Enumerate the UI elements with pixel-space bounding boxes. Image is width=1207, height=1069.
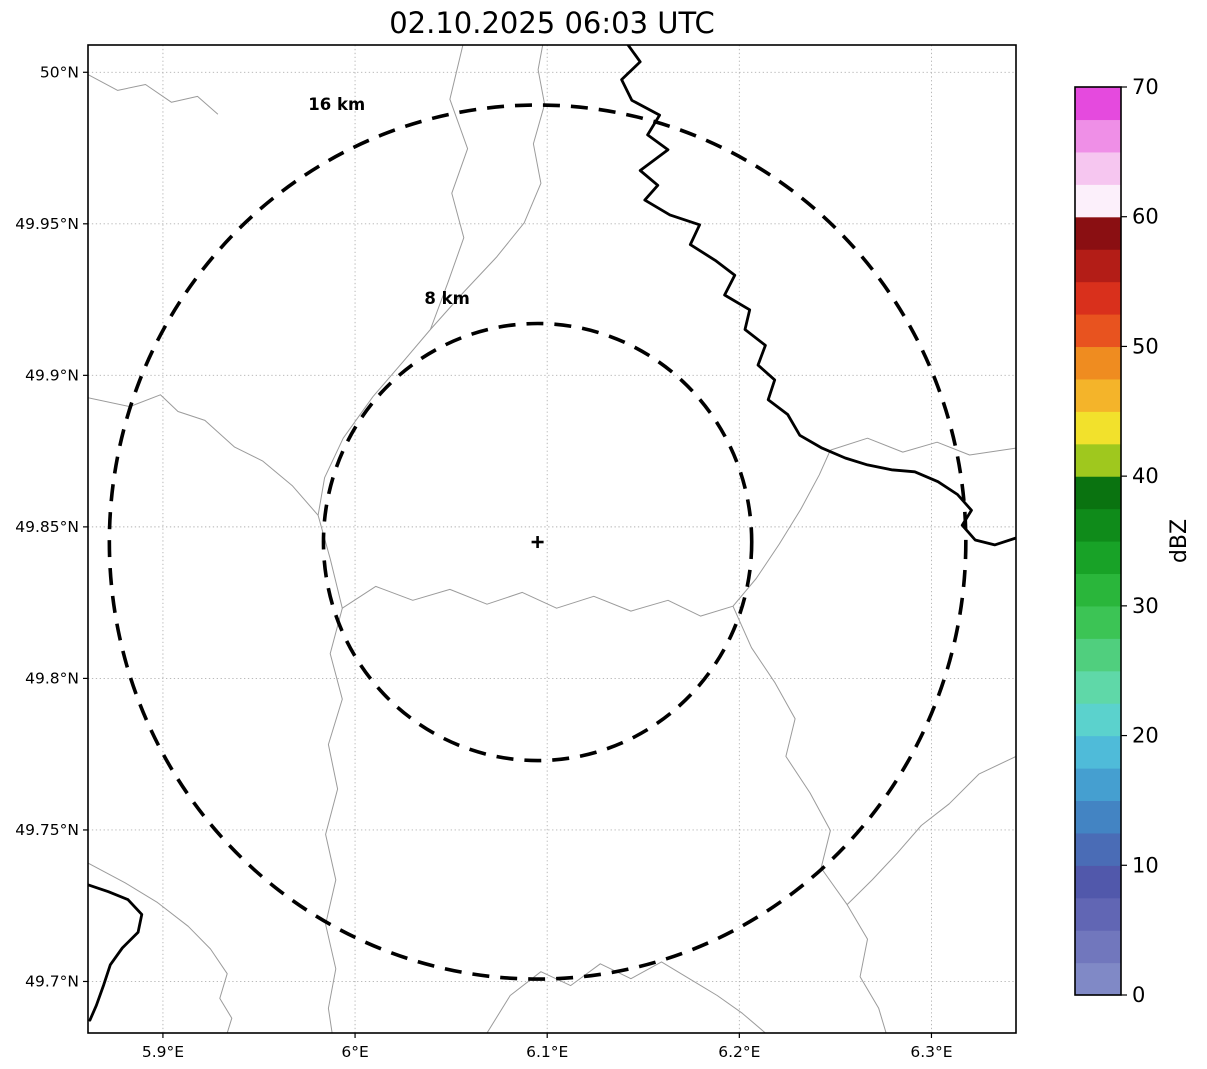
- colorbar-segment: [1075, 541, 1121, 575]
- admin-border-line: [88, 862, 233, 1033]
- colorbar-axis-label: dBZ: [1167, 519, 1192, 563]
- colorbar-segment: [1075, 411, 1121, 445]
- colorbar-segment: [1075, 508, 1121, 542]
- admin-border-line: [342, 449, 831, 617]
- colorbar-tick-label: 40: [1132, 464, 1159, 488]
- colorbar-segment: [1075, 443, 1121, 477]
- colorbar-segment: [1075, 573, 1121, 607]
- colorbar-border: [1074, 86, 1122, 996]
- y-tick-label: 49.95°N: [15, 215, 79, 233]
- colorbar-segment: [1075, 670, 1121, 704]
- x-tick-label: 6.2°E: [718, 1043, 760, 1061]
- plot-border: [87, 44, 1017, 1034]
- colorbar-tick-label: 20: [1132, 724, 1159, 748]
- y-tick-label: 49.85°N: [15, 518, 79, 536]
- range-ring-label: 16 km: [308, 95, 365, 114]
- x-tick-label: 6°E: [341, 1043, 368, 1061]
- y-tick-label: 49.75°N: [15, 821, 79, 839]
- y-tick-label: 49.7°N: [25, 972, 79, 990]
- colorbar-segment: [1075, 638, 1121, 672]
- colorbar-segment: [1075, 800, 1121, 834]
- y-tick-label: 49.8°N: [25, 669, 79, 687]
- colorbar-segment: [1075, 378, 1121, 412]
- country-border-line: [620, 45, 1016, 547]
- range-ring-16km: [107, 103, 968, 981]
- colorbar-tick-label: 30: [1132, 594, 1159, 618]
- colorbar-tick-label: 60: [1132, 205, 1159, 229]
- admin-border-line: [88, 394, 319, 516]
- colorbar-segment: [1075, 346, 1121, 380]
- range-ring-label: 8 km: [424, 289, 469, 308]
- admin-border-line: [486, 961, 766, 1033]
- colorbar-segment: [1075, 216, 1121, 250]
- colorbar-segment: [1075, 735, 1121, 769]
- colorbar-tick-label: 0: [1132, 983, 1145, 1007]
- colorbar-segment: [1075, 314, 1121, 348]
- x-tick-label: 5.9°E: [142, 1043, 184, 1061]
- country-border-line: [88, 883, 144, 1022]
- colorbar-segment: [1075, 962, 1121, 996]
- admin-border-line: [317, 45, 469, 516]
- y-tick-label: 49.9°N: [25, 366, 79, 384]
- figure-title: 02.10.2025 06:03 UTC: [389, 6, 715, 40]
- x-tick-label: 6.1°E: [526, 1043, 568, 1061]
- admin-border-line: [846, 755, 1016, 905]
- admin-border-line: [732, 605, 887, 1033]
- colorbar-segment: [1075, 119, 1121, 153]
- colorbar-segment: [1075, 897, 1121, 931]
- admin-border-line: [88, 74, 219, 115]
- admin-border-line: [430, 45, 546, 330]
- x-tick-label: 6.3°E: [910, 1043, 952, 1061]
- colorbar-segment: [1075, 281, 1121, 315]
- colorbar-segment: [1075, 87, 1121, 121]
- colorbar-segment: [1075, 768, 1121, 802]
- colorbar-segment: [1075, 605, 1121, 639]
- colorbar-tick-label: 10: [1132, 853, 1159, 877]
- colorbar-segment: [1075, 476, 1121, 510]
- y-tick-label: 50°N: [40, 63, 79, 81]
- colorbar-segment: [1075, 703, 1121, 737]
- colorbar-tick-label: 50: [1132, 334, 1159, 358]
- map-borders: [88, 45, 1016, 1033]
- colorbar-tick-label: 70: [1132, 75, 1159, 99]
- admin-border-line: [830, 437, 1016, 456]
- colorbar-segment: [1075, 151, 1121, 185]
- colorbar-segment: [1075, 249, 1121, 283]
- range-ring-8km: [321, 321, 754, 763]
- colorbar-segment: [1075, 184, 1121, 218]
- colorbar-segment: [1075, 865, 1121, 899]
- colorbar-segment: [1075, 930, 1121, 964]
- colorbar-segment: [1075, 832, 1121, 866]
